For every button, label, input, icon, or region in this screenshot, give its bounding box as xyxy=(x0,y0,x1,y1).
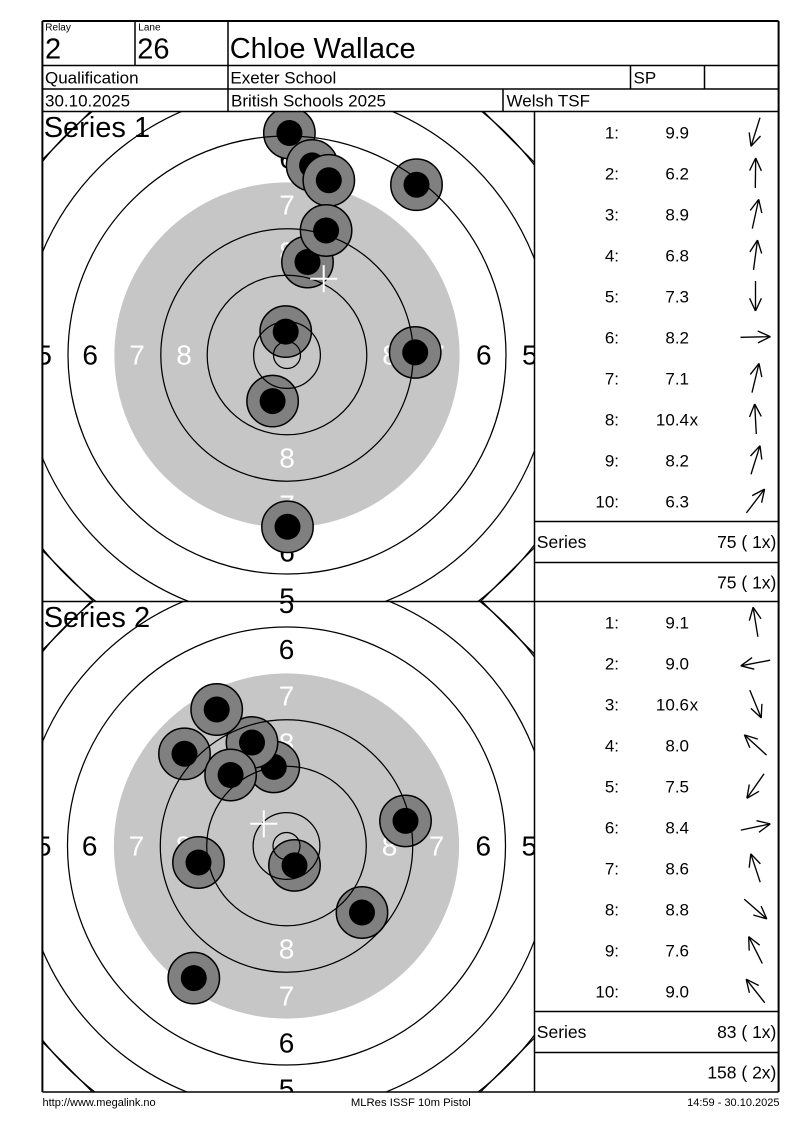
svg-text:7: 7 xyxy=(279,190,295,221)
svg-text:10:: 10: xyxy=(595,982,619,1001)
svg-text:10.4: 10.4 xyxy=(656,410,689,429)
svg-text:9.1: 9.1 xyxy=(665,613,689,632)
svg-text:6: 6 xyxy=(279,634,295,665)
svg-text:8.4: 8.4 xyxy=(665,818,689,837)
svg-text:6:: 6: xyxy=(605,818,619,837)
svg-text:Series 2: Series 2 xyxy=(44,602,150,634)
svg-text:Relay: Relay xyxy=(45,23,71,34)
svg-text:Qualification: Qualification xyxy=(45,68,139,87)
svg-text:8.8: 8.8 xyxy=(665,900,689,919)
svg-text:7: 7 xyxy=(129,831,145,862)
svg-text:2:: 2: xyxy=(605,164,619,183)
svg-text:British Schools 2025: British Schools 2025 xyxy=(231,91,386,110)
svg-text:4:: 4: xyxy=(605,736,619,755)
svg-text:7.1: 7.1 xyxy=(665,369,689,388)
svg-text:7:: 7: xyxy=(605,859,619,878)
svg-text:9:: 9: xyxy=(605,941,619,960)
svg-text:SP: SP xyxy=(634,68,657,87)
svg-text:6: 6 xyxy=(476,340,492,371)
svg-text:75 ( 1x): 75 ( 1x) xyxy=(717,573,776,593)
svg-text:6: 6 xyxy=(82,831,98,862)
svg-text:158 ( 2x): 158 ( 2x) xyxy=(707,1063,776,1083)
svg-text:5: 5 xyxy=(279,1073,295,1104)
svg-text:5: 5 xyxy=(522,340,538,371)
svg-text:8.2: 8.2 xyxy=(665,328,689,347)
svg-text:7: 7 xyxy=(129,340,145,371)
svg-text:9.0: 9.0 xyxy=(665,982,689,1001)
svg-text:6.2: 6.2 xyxy=(665,164,689,183)
svg-text:Series 1: Series 1 xyxy=(44,112,150,144)
svg-text:Exeter School: Exeter School xyxy=(230,68,336,87)
svg-text:1:: 1: xyxy=(605,123,619,142)
svg-text:30.10.2025: 30.10.2025 xyxy=(45,91,130,110)
svg-text:8.0: 8.0 xyxy=(665,736,689,755)
svg-text:8.9: 8.9 xyxy=(665,205,689,224)
svg-text:7: 7 xyxy=(279,981,295,1012)
svg-text:Lane: Lane xyxy=(138,23,161,34)
svg-text:x: x xyxy=(690,695,699,714)
svg-text:83 ( 1x): 83 ( 1x) xyxy=(717,1022,776,1042)
svg-text:MLRes ISSF 10m Pistol: MLRes ISSF 10m Pistol xyxy=(351,1097,471,1109)
svg-text:9:: 9: xyxy=(605,451,619,470)
svg-text:5: 5 xyxy=(279,582,295,613)
svg-text:9.0: 9.0 xyxy=(665,654,689,673)
svg-text:6: 6 xyxy=(82,340,98,371)
svg-text:8:: 8: xyxy=(605,410,619,429)
svg-text:8: 8 xyxy=(176,340,192,371)
svg-text:x: x xyxy=(690,410,699,429)
svg-text:10.6: 10.6 xyxy=(656,695,689,714)
svg-text:7:: 7: xyxy=(605,369,619,388)
svg-text:9.9: 9.9 xyxy=(665,123,689,142)
svg-text:3:: 3: xyxy=(605,695,619,714)
svg-text:8.6: 8.6 xyxy=(665,859,689,878)
svg-text:5: 5 xyxy=(36,340,52,371)
svg-text:8:: 8: xyxy=(605,900,619,919)
svg-text:6:: 6: xyxy=(605,328,619,347)
svg-text:http://www.megalink.no: http://www.megalink.no xyxy=(43,1097,156,1109)
svg-text:6.3: 6.3 xyxy=(665,492,689,511)
svg-text:75 ( 1x): 75 ( 1x) xyxy=(717,532,776,552)
svg-text:7: 7 xyxy=(429,831,445,862)
svg-text:6: 6 xyxy=(476,831,492,862)
svg-text:26: 26 xyxy=(137,34,169,66)
svg-text:Chloe Wallace: Chloe Wallace xyxy=(230,33,416,65)
svg-text:3:: 3: xyxy=(605,205,619,224)
svg-text:7.3: 7.3 xyxy=(665,287,689,306)
svg-text:Series: Series xyxy=(537,1022,587,1042)
svg-text:14:59 - 30.10.2025: 14:59 - 30.10.2025 xyxy=(687,1097,779,1109)
svg-text:6.8: 6.8 xyxy=(665,246,689,265)
svg-text:10:: 10: xyxy=(595,492,619,511)
svg-text:7.5: 7.5 xyxy=(665,777,689,796)
svg-text:2: 2 xyxy=(45,34,61,66)
svg-text:5: 5 xyxy=(279,588,295,619)
svg-text:5:: 5: xyxy=(605,777,619,796)
svg-text:8.2: 8.2 xyxy=(665,451,689,470)
svg-text:2:: 2: xyxy=(605,654,619,673)
svg-text:8: 8 xyxy=(279,443,295,474)
svg-text:1:: 1: xyxy=(605,613,619,632)
svg-text:4:: 4: xyxy=(605,246,619,265)
svg-text:6: 6 xyxy=(279,1027,295,1058)
svg-text:7: 7 xyxy=(279,681,295,712)
svg-text:5: 5 xyxy=(522,831,538,862)
svg-text:5:: 5: xyxy=(605,287,619,306)
svg-text:8: 8 xyxy=(279,934,295,965)
svg-text:7.6: 7.6 xyxy=(665,941,689,960)
svg-text:5: 5 xyxy=(36,831,52,862)
svg-text:Welsh TSF: Welsh TSF xyxy=(507,91,590,110)
svg-text:Series: Series xyxy=(537,532,587,552)
